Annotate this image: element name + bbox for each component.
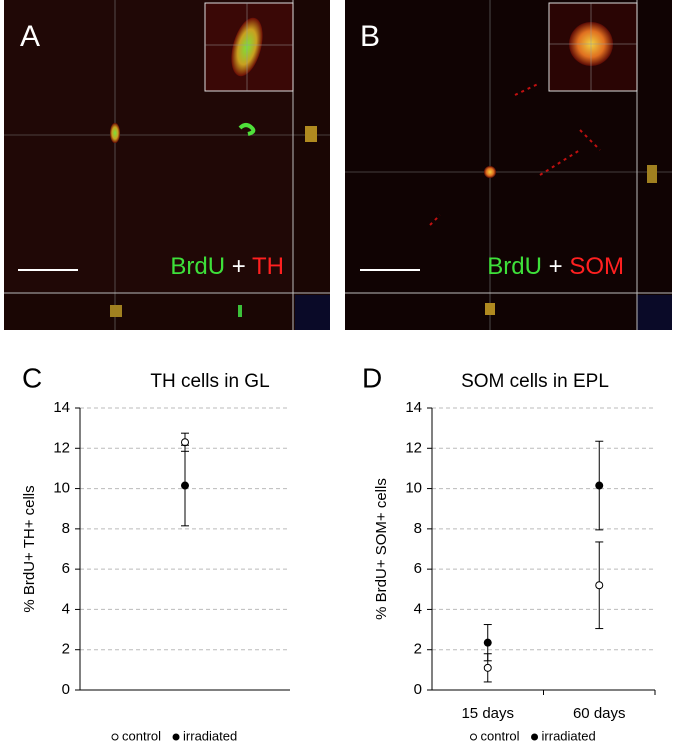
legend-marker: [531, 733, 539, 741]
panel-label: C: [22, 362, 42, 393]
caption: BrdU + SOM: [487, 253, 624, 280]
micrograph-a: [4, 0, 330, 330]
chart-title: TH cells in GL: [150, 371, 269, 392]
y-tick-label: 10: [405, 480, 422, 497]
data-point: [181, 438, 189, 447]
y-tick-label: 2: [414, 641, 422, 658]
y-tick-label: 0: [414, 681, 422, 698]
micrograph-b: [345, 0, 672, 330]
y-tick-label: 8: [414, 520, 422, 537]
y-tick-label: 2: [62, 641, 70, 658]
y-tick-label: 8: [62, 520, 70, 537]
y-tick-label: 4: [414, 600, 422, 617]
x-tick-label: 15 days: [461, 705, 514, 722]
y-tick-label: 14: [53, 399, 70, 416]
legend-label: irradiated: [183, 728, 237, 743]
caption-marker: SOM: [569, 253, 624, 280]
legend-marker: [111, 733, 119, 741]
y-tick-label: 0: [62, 681, 70, 698]
legend-marker: [470, 733, 477, 741]
x-tick-label: 60 days: [573, 705, 626, 722]
y-axis-label: % BrdU+ SOM+ cells: [373, 478, 390, 620]
panel-label: A: [20, 20, 40, 53]
y-tick-label: 12: [405, 439, 422, 456]
caption-marker: BrdU: [170, 253, 225, 280]
y-tick-label: 14: [405, 399, 422, 416]
data-point: [181, 481, 189, 490]
data-point: [595, 581, 604, 590]
y-tick-label: 6: [62, 560, 70, 577]
caption-plus: +: [232, 253, 246, 280]
data-point: [595, 481, 604, 490]
caption-plus: +: [549, 253, 563, 280]
y-tick-label: 6: [414, 560, 422, 577]
panel-label: D: [362, 362, 382, 393]
y-tick-label: 4: [62, 600, 70, 617]
legend-label: irradiated: [542, 728, 596, 743]
legend-label: control: [122, 728, 161, 743]
data-point: [483, 638, 492, 647]
y-tick-label: 10: [53, 480, 70, 497]
data-point: [483, 663, 492, 672]
chart-title: SOM cells in EPL: [461, 371, 609, 392]
caption: BrdU + TH: [170, 253, 284, 280]
y-axis-label: % BrdU+ TH+ cells: [21, 485, 38, 612]
caption-marker: BrdU: [487, 253, 542, 280]
legend-label: control: [481, 728, 520, 743]
panel-label: B: [360, 20, 380, 53]
caption-marker: TH: [252, 253, 284, 280]
legend-marker: [172, 733, 180, 741]
y-tick-label: 12: [53, 439, 70, 456]
